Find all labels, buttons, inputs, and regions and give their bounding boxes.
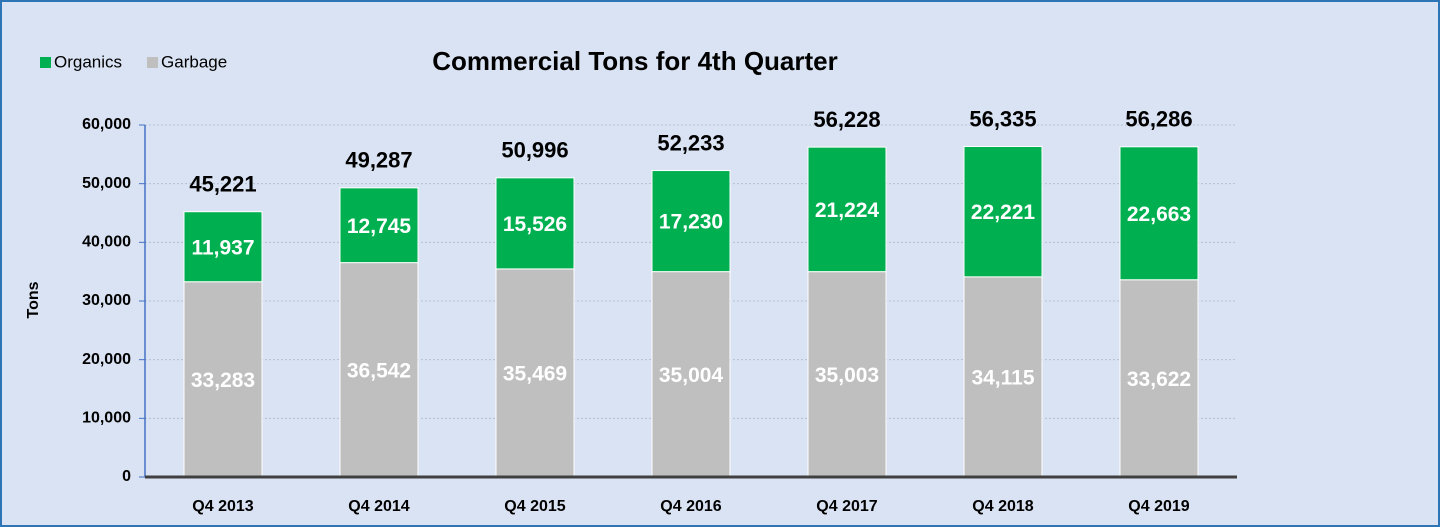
total-label: 56,286: [1125, 107, 1192, 132]
y-tick-label: 60,000: [82, 116, 131, 133]
value-label: 33,622: [1127, 368, 1191, 391]
bar-segment: [807, 271, 887, 478]
bar-segment: [651, 271, 731, 478]
x-tick-label: Q4 2018: [972, 498, 1033, 515]
total-label: 49,287: [345, 148, 412, 173]
bar-segment: [963, 276, 1043, 478]
legend-swatch: [147, 57, 159, 68]
value-label: 15,526: [503, 213, 567, 236]
value-label: 34,115: [971, 366, 1034, 389]
chart-title: Commercial Tons for 4th Quarter: [432, 46, 838, 76]
x-tick-label: Q4 2014: [348, 498, 409, 515]
x-tick-label: Q4 2019: [1128, 498, 1189, 515]
bar-segment: [183, 281, 263, 478]
value-label: 35,003: [815, 364, 879, 387]
total-label: 56,228: [813, 107, 880, 132]
bar-segment: [339, 187, 419, 264]
bar-segment: [963, 145, 1043, 278]
total-label: 52,233: [657, 130, 724, 155]
total-label: 50,996: [501, 138, 568, 163]
bar-segment: [339, 262, 419, 478]
value-label: 36,542: [347, 359, 411, 382]
value-label: 35,004: [659, 364, 724, 387]
legend-label: Organics: [54, 52, 122, 71]
value-label: 17,230: [659, 211, 723, 234]
x-tick-label: Q4 2016: [660, 498, 721, 515]
total-label: 56,335: [969, 106, 1036, 131]
bar-segment: [651, 170, 731, 273]
x-tick-label: Q4 2013: [192, 498, 253, 515]
value-label: 11,937: [191, 236, 254, 259]
legend-label: Garbage: [161, 52, 227, 71]
bar-segment: [495, 268, 575, 478]
y-axis-label: Tons: [25, 281, 42, 318]
value-label: 22,663: [1127, 203, 1191, 226]
value-label: 22,221: [971, 201, 1036, 224]
value-label: 12,745: [347, 215, 412, 238]
x-tick-label: Q4 2015: [504, 498, 565, 515]
bar-segment: [495, 177, 575, 270]
total-label: 45,221: [189, 172, 256, 197]
value-label: 33,283: [191, 369, 255, 392]
y-tick-label: 30,000: [82, 292, 131, 309]
legend-swatch: [40, 57, 51, 68]
y-tick-label: 20,000: [82, 351, 131, 368]
y-tick-label: 50,000: [82, 175, 131, 192]
y-tick-label: 10,000: [82, 410, 131, 427]
x-tick-label: Q4 2017: [816, 498, 877, 515]
value-label: 35,469: [503, 363, 567, 386]
bar-segment: [183, 211, 263, 283]
bar-segment: [1119, 146, 1199, 281]
value-label: 21,224: [815, 199, 880, 222]
bar-segment: [807, 146, 887, 273]
y-tick-label: 0: [122, 468, 131, 485]
y-tick-label: 40,000: [82, 234, 131, 251]
